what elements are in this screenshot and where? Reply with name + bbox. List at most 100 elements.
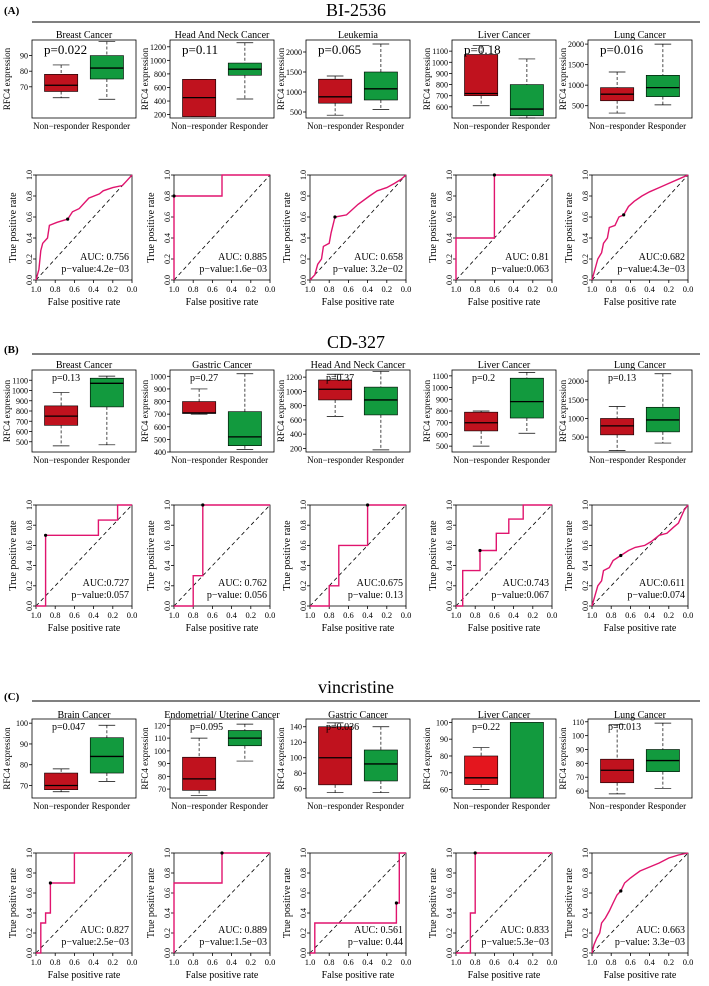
roc-cutoff-point xyxy=(201,503,205,507)
box-non-responder xyxy=(44,392,79,447)
roc-p-value-label: p−value: 3.2e−02 xyxy=(333,264,403,275)
y-tick-label: 1000 xyxy=(150,56,166,65)
y-tick-label: 700 xyxy=(436,419,448,428)
roc-y-tick-label: 0.0 xyxy=(25,948,34,958)
roc-x-tick-label: 0.8 xyxy=(324,610,335,620)
roc-frame xyxy=(309,504,407,607)
box-body xyxy=(363,71,398,101)
y-tick-label: 600 xyxy=(16,428,28,437)
roc-y-axis-label: True positive rate xyxy=(146,520,157,591)
roc-x-tick-label: 0.6 xyxy=(69,957,80,967)
y-tick-label: 80 xyxy=(440,752,448,761)
roc-x-tick-label: 0.6 xyxy=(69,284,80,294)
roc-p-value-label: p−value:5.3e−03 xyxy=(481,937,549,948)
box-body xyxy=(600,758,635,784)
roc-y-tick-label: 0.4 xyxy=(581,908,590,918)
roc-y-tick-label: 0.0 xyxy=(445,275,454,285)
cancer-title: Head And Neck Cancer xyxy=(311,360,406,371)
box-body xyxy=(645,75,680,97)
roc-x-tick-label: 0.4 xyxy=(226,284,237,294)
y-tick-label: 1100 xyxy=(432,372,448,381)
panel-breast-cancer: Breast Cancer 70 80 90 RFC4 expression Non−re… xyxy=(2,30,137,308)
box-body xyxy=(44,74,79,92)
roc-y-tick-label: 0.6 xyxy=(445,212,454,222)
x-category-label: Responder xyxy=(366,455,405,465)
roc-frame xyxy=(455,504,553,607)
box-body xyxy=(318,78,353,104)
roc-y-tick-label: 0.8 xyxy=(299,868,308,878)
y-tick-label: 900 xyxy=(154,385,166,394)
roc-x-tick-label: 0.8 xyxy=(606,610,617,620)
roc-y-axis-label: True positive rate xyxy=(428,867,439,938)
y-tick-label: 200 xyxy=(290,444,302,453)
roc-x-tick-label: 0.8 xyxy=(324,957,335,967)
roc-x-tick-label: 0.6 xyxy=(625,610,636,620)
roc-x-axis-label: False positive rate xyxy=(186,297,259,308)
roc-x-axis-label: False positive rate xyxy=(604,970,677,981)
y-tick-label: 600 xyxy=(436,103,448,112)
x-category-label: Non−responder xyxy=(307,455,363,465)
boxplot-frame xyxy=(169,369,275,453)
y-tick-label: 100 xyxy=(16,719,28,728)
roc-y-tick-label: 0.6 xyxy=(445,888,454,898)
box-responder xyxy=(89,375,124,446)
box-responder xyxy=(89,41,124,100)
roc-cutoff-point xyxy=(473,851,477,855)
roc-cutoff-point xyxy=(66,217,70,221)
roc-x-tick-label: 0.2 xyxy=(381,957,392,967)
roc-diagonal xyxy=(173,504,271,607)
roc-curve xyxy=(309,174,407,281)
cancer-title: Liver Cancer xyxy=(478,30,531,41)
box-responder xyxy=(363,726,398,793)
roc-y-tick-label: 0.4 xyxy=(445,908,454,918)
box-responder xyxy=(645,722,680,789)
roc-x-axis-label: False positive rate xyxy=(468,970,541,981)
roc-p-value-label: p−value:0.067 xyxy=(491,590,549,601)
roc-diagonal xyxy=(35,504,133,607)
roc-x-tick-label: 1.0 xyxy=(31,957,42,967)
box-non-responder xyxy=(182,78,217,117)
auc-label: AUC: 0.762 xyxy=(218,578,267,589)
roc-x-tick-label: 0.2 xyxy=(107,957,118,967)
roc-x-axis-label: False positive rate xyxy=(322,970,395,981)
roc-x-tick-label: 0.0 xyxy=(127,610,138,620)
section-title: vincristine xyxy=(318,677,394,697)
roc-x-axis-label: False positive rate xyxy=(604,297,677,308)
y-tick-label: 60 xyxy=(294,785,302,794)
y-axis-label: RFC4 expression xyxy=(140,47,150,110)
roc-y-tick-label: 0.8 xyxy=(445,868,454,878)
roc-p-value-label: p−value:0.074 xyxy=(627,590,685,601)
y-tick-label: 1000 xyxy=(286,387,302,396)
y-tick-label: 800 xyxy=(154,70,166,79)
p-value-label: p=0.022 xyxy=(44,42,87,57)
roc-y-tick-label: 1.0 xyxy=(163,848,172,858)
y-tick-label: 600 xyxy=(290,416,302,425)
cancer-title: Gastric Cancer xyxy=(328,710,388,721)
roc-y-tick-label: 1.0 xyxy=(445,170,454,180)
roc-p-value-label: p−value:4.2e−03 xyxy=(61,264,129,275)
y-tick-label: 1000 xyxy=(568,81,584,90)
box-non-responder xyxy=(464,410,499,447)
roc-y-tick-label: 0.4 xyxy=(25,233,34,243)
panel-gastric-cancer: Gastric Cancer 60 80 100 120 140 RFC4 expressi… xyxy=(276,710,411,981)
y-tick-label: 1000 xyxy=(150,372,166,381)
roc-y-tick-label: 0.8 xyxy=(445,191,454,201)
y-axis-label: RFC4 expression xyxy=(276,727,286,790)
roc-y-axis-label: True positive rate xyxy=(428,520,439,591)
roc-x-tick-label: 0.4 xyxy=(508,610,519,620)
y-tick-label: 500 xyxy=(572,433,584,442)
boxplot-frame xyxy=(31,39,137,119)
y-tick-label: 700 xyxy=(436,92,448,101)
roc-y-tick-label: 0.6 xyxy=(25,540,34,550)
cancer-title: Breast Cancer xyxy=(56,360,113,371)
y-tick-label: 90 xyxy=(576,745,584,754)
roc-diagonal xyxy=(591,174,689,281)
roc-y-tick-label: 1.0 xyxy=(25,170,34,180)
roc-y-axis-label: True positive rate xyxy=(282,867,293,938)
roc-y-tick-label: 0.2 xyxy=(299,254,308,264)
roc-cutoff-point xyxy=(619,889,623,893)
roc-y-tick-label: 0.4 xyxy=(299,561,308,571)
y-tick-label: 80 xyxy=(158,772,166,781)
